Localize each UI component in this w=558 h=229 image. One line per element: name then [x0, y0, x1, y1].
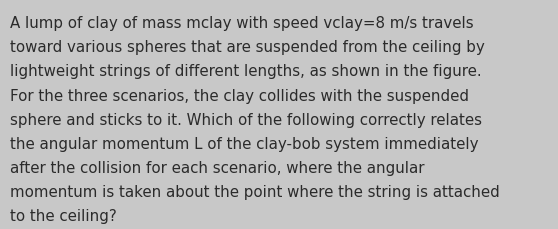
Text: momentum is taken about the point where the string is attached: momentum is taken about the point where …: [10, 184, 500, 199]
Text: toward various spheres that are suspended from the ceiling by: toward various spheres that are suspende…: [10, 40, 485, 55]
Text: after the collision for each scenario, where the angular: after the collision for each scenario, w…: [10, 160, 425, 175]
Text: sphere and sticks to it. Which of the following correctly relates: sphere and sticks to it. Which of the fo…: [10, 112, 482, 127]
Text: to the ceiling?: to the ceiling?: [10, 208, 117, 223]
Text: A lump of clay of mass mclay with speed vclay=8 m/s travels: A lump of clay of mass mclay with speed …: [10, 16, 474, 31]
Text: lightweight strings of different lengths, as shown in the figure.: lightweight strings of different lengths…: [10, 64, 482, 79]
Text: the angular momentum L of the clay-bob system immediately: the angular momentum L of the clay-bob s…: [10, 136, 479, 151]
Text: For the three scenarios, the clay collides with the suspended: For the three scenarios, the clay collid…: [10, 88, 469, 103]
